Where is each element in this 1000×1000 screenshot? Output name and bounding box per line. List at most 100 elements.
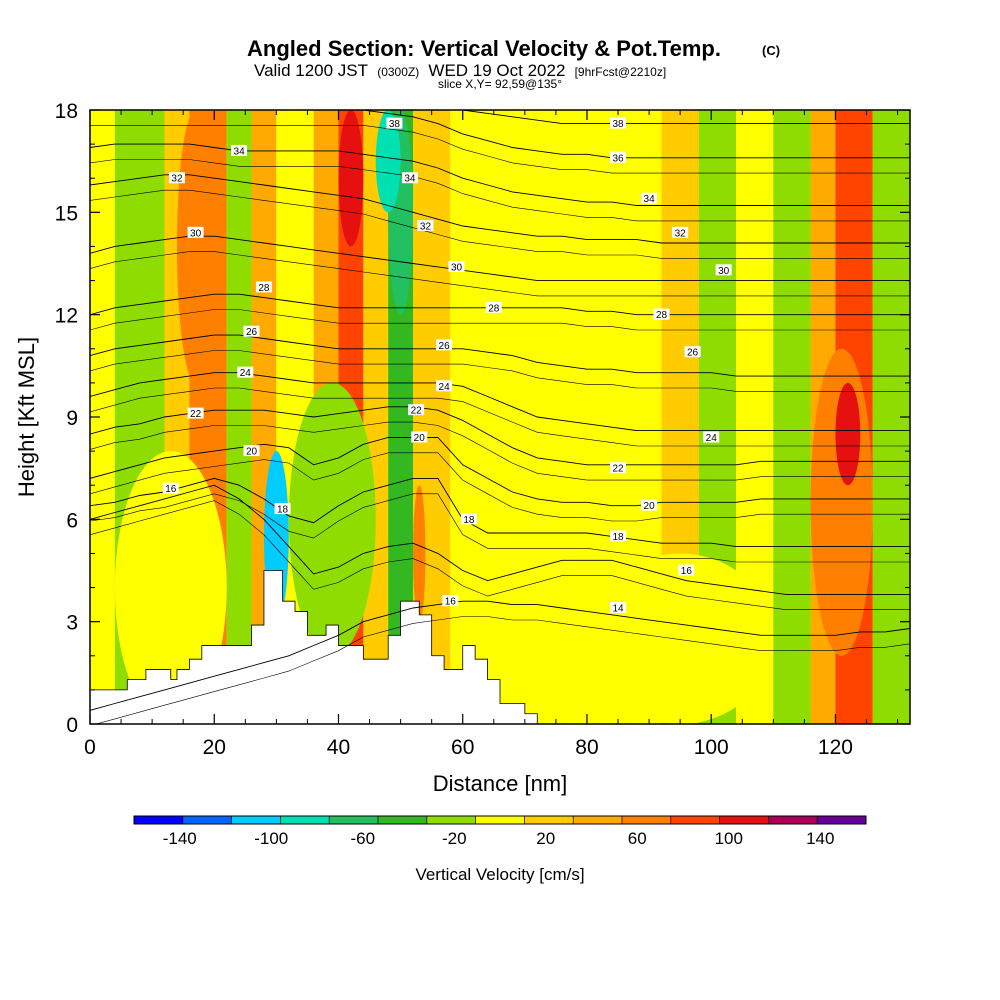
contour-label: 28 xyxy=(258,283,270,294)
contour-label-box xyxy=(237,366,254,378)
velocity-cell xyxy=(288,382,376,656)
subtitle-valid: Valid 1200 JST xyxy=(254,61,368,80)
contour-labels: 38 34 32 30 28 26 24 22 20 18 16 34 32 30 28 26 24 22 20 18… xyxy=(162,117,732,615)
contour-label-box xyxy=(411,431,428,443)
colorbar-tick-label: 60 xyxy=(628,829,647,848)
contour-label-box xyxy=(653,308,670,320)
contour-label: 38 xyxy=(389,119,401,130)
contour-label-box xyxy=(243,325,260,337)
velocity-cell xyxy=(413,485,426,622)
isentrope-minor xyxy=(95,616,910,724)
contour-label-box xyxy=(703,431,720,443)
contour-label: 26 xyxy=(439,341,451,352)
contour-label-box xyxy=(417,219,434,231)
colorbar-swatch xyxy=(768,816,818,824)
contour-label: 32 xyxy=(171,174,183,185)
contour-label-box xyxy=(386,117,403,129)
x-tick-label: 40 xyxy=(327,736,350,759)
contour-label-box xyxy=(408,404,425,416)
isentrope-38 xyxy=(462,110,910,125)
colorbar-swatch xyxy=(378,816,428,824)
colorbar-swatch xyxy=(231,816,281,824)
contour-label: 22 xyxy=(612,464,624,475)
subtitle-utc: (0300Z) xyxy=(377,65,419,79)
contour-label: 26 xyxy=(687,348,699,359)
contour-label: 16 xyxy=(681,566,693,577)
colorbar-swatch xyxy=(573,816,623,824)
contour-label: 38 xyxy=(612,119,624,130)
contour-label-box xyxy=(187,226,204,238)
contour-label: 32 xyxy=(420,221,432,232)
contour-label: 18 xyxy=(463,515,475,526)
chart-subtitle: Valid 1200 JST (0300Z) WED 19 Oct 2022 [… xyxy=(254,61,666,80)
y-tick-label: 15 xyxy=(55,202,78,225)
isentrope-minor xyxy=(90,159,910,222)
colorbar-tick-label: -140 xyxy=(163,829,197,848)
colorbar-swatch xyxy=(817,816,867,824)
contour-label-box xyxy=(436,380,453,392)
contour-label-box xyxy=(678,564,695,576)
isentrope-30 xyxy=(90,235,910,282)
x-tick-label: 20 xyxy=(203,736,226,759)
isentrope-26 xyxy=(90,334,910,377)
chart-title-suffix: (C) xyxy=(762,43,780,58)
isentrope-16 xyxy=(90,484,910,595)
y-tick-label: 0 xyxy=(66,714,78,737)
colorbar-label: Vertical Velocity [cm/s] xyxy=(415,865,584,884)
isentrope-minor xyxy=(90,493,910,563)
contour-label: 36 xyxy=(612,153,624,164)
y-tick-label: 3 xyxy=(66,612,78,635)
potential-temperature-contours xyxy=(90,110,910,724)
isentrope-14 xyxy=(90,600,910,711)
contour-label: 34 xyxy=(644,194,656,205)
x-tick-label: 100 xyxy=(694,736,729,759)
contour-label: 22 xyxy=(190,409,202,420)
contour-label: 30 xyxy=(190,228,202,239)
contour-label-box xyxy=(610,602,627,614)
isentrope-18 xyxy=(90,477,910,548)
contour-label-box xyxy=(610,462,627,474)
colorbar-tick-label: -100 xyxy=(254,829,288,848)
velocity-band xyxy=(363,110,389,724)
colorbar-swatch xyxy=(280,816,330,824)
contour-label: 16 xyxy=(445,597,457,608)
velocity-cell xyxy=(338,110,364,247)
isentrope-24 xyxy=(90,372,910,432)
subtitle-date: WED 19 Oct 2022 xyxy=(428,61,565,80)
velocity-cell xyxy=(872,110,910,315)
colorbar: -140 -100 -60 -20 20 60 100 140 xyxy=(133,815,867,848)
contour-label: 24 xyxy=(439,382,451,393)
colorbar-swatch xyxy=(475,816,525,824)
contour-label: 32 xyxy=(675,228,687,239)
isentrope-34 xyxy=(90,143,910,206)
colorbar-swatch xyxy=(134,816,184,824)
contour-label: 16 xyxy=(165,484,177,495)
y-tick-label: 12 xyxy=(55,305,78,328)
isentrope-minor xyxy=(90,125,910,174)
isentrope-minor xyxy=(90,251,910,297)
velocity-cell xyxy=(114,451,227,724)
contour-label-box xyxy=(460,513,477,525)
y-tick-label: 18 xyxy=(55,100,78,123)
isentrope-20 xyxy=(90,437,910,507)
contour-label-box xyxy=(162,482,179,494)
contour-label-box xyxy=(401,172,418,184)
velocity-band xyxy=(773,110,811,724)
contour-label-box xyxy=(187,407,204,419)
contour-label: 20 xyxy=(246,447,258,458)
colorbar-swatch xyxy=(670,816,721,824)
velocity-cell xyxy=(375,110,401,213)
isentrope-minor xyxy=(90,421,910,481)
contour-label-box xyxy=(610,530,627,542)
colorbar-frame xyxy=(133,815,867,825)
terrain xyxy=(90,570,910,724)
velocity-band xyxy=(450,110,500,724)
contour-label-box xyxy=(243,445,260,457)
contour-label: 18 xyxy=(277,505,289,516)
contour-label-box xyxy=(274,503,291,515)
contour-label: 14 xyxy=(612,604,624,615)
contour-label: 18 xyxy=(612,532,624,543)
contour-label: 28 xyxy=(656,310,668,321)
